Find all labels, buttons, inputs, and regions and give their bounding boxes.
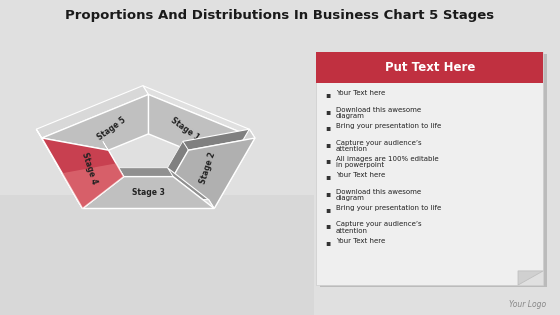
Polygon shape xyxy=(518,271,543,285)
Text: Bring your presentation to life: Bring your presentation to life xyxy=(336,123,441,129)
Polygon shape xyxy=(36,129,82,209)
Polygon shape xyxy=(77,168,124,209)
Text: ▪: ▪ xyxy=(325,107,330,116)
Bar xyxy=(316,52,543,83)
Polygon shape xyxy=(103,141,124,177)
Polygon shape xyxy=(62,163,124,209)
Polygon shape xyxy=(518,271,543,285)
Bar xyxy=(316,52,543,285)
Text: Your Logo: Your Logo xyxy=(509,300,546,309)
Text: ▪: ▪ xyxy=(325,140,330,149)
Text: Stage 5: Stage 5 xyxy=(96,116,128,142)
Polygon shape xyxy=(143,125,188,150)
Text: ▪: ▪ xyxy=(325,123,330,132)
Text: Your Text here: Your Text here xyxy=(336,238,385,244)
Polygon shape xyxy=(167,168,214,209)
Polygon shape xyxy=(118,168,173,177)
Text: ▪: ▪ xyxy=(325,172,330,181)
Polygon shape xyxy=(77,200,214,209)
Text: Stage 3: Stage 3 xyxy=(132,188,165,197)
Text: Capture your audience’s
attention: Capture your audience’s attention xyxy=(336,221,422,234)
Text: Download this awesome
diagram: Download this awesome diagram xyxy=(336,107,421,119)
Text: ▪: ▪ xyxy=(325,205,330,214)
Text: ▪: ▪ xyxy=(325,221,330,231)
Polygon shape xyxy=(209,129,255,209)
Text: Your Text here: Your Text here xyxy=(336,172,385,178)
Text: ▪: ▪ xyxy=(325,189,330,198)
Polygon shape xyxy=(183,129,255,150)
Polygon shape xyxy=(143,86,148,134)
Polygon shape xyxy=(143,86,255,138)
Polygon shape xyxy=(173,138,255,209)
Polygon shape xyxy=(103,125,148,150)
Text: All images are 100% editable
in powerpoint: All images are 100% editable in powerpoi… xyxy=(336,156,438,169)
Text: ▪: ▪ xyxy=(325,238,330,247)
Text: ▪: ▪ xyxy=(325,90,330,100)
Polygon shape xyxy=(167,141,188,177)
Text: Bring your presentation to life: Bring your presentation to life xyxy=(336,205,441,211)
Polygon shape xyxy=(36,86,148,138)
Polygon shape xyxy=(82,177,214,209)
Text: Capture your audience’s
attention: Capture your audience’s attention xyxy=(336,140,422,152)
Text: ▪: ▪ xyxy=(325,156,330,165)
Text: Stage 2: Stage 2 xyxy=(198,151,217,185)
Bar xyxy=(0,195,314,315)
Text: Your Text here: Your Text here xyxy=(336,90,385,96)
Text: Put Text Here: Put Text Here xyxy=(385,61,475,74)
Text: Proportions And Distributions In Business Chart 5 Stages: Proportions And Distributions In Busines… xyxy=(66,9,494,22)
Polygon shape xyxy=(42,138,124,209)
Bar xyxy=(320,54,547,287)
Text: Stage 1: Stage 1 xyxy=(169,116,201,142)
Polygon shape xyxy=(148,94,255,150)
Polygon shape xyxy=(36,129,109,150)
Polygon shape xyxy=(42,94,148,150)
Text: Stage 4: Stage 4 xyxy=(80,151,99,185)
Text: Download this awesome
diagram: Download this awesome diagram xyxy=(336,189,421,201)
